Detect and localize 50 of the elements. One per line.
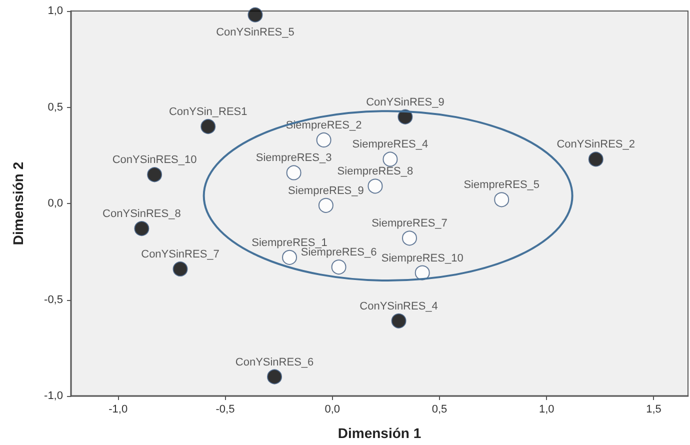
point: [382, 152, 398, 167]
annotation: SiempreRES_5: [464, 179, 540, 192]
x-tick-label: 0,0: [324, 404, 340, 416]
y-axis-title: Dimensión 2: [10, 162, 26, 246]
annotation: ConYSinRES_5: [216, 26, 294, 38]
point: [200, 119, 216, 134]
point: [391, 313, 406, 328]
annotation: SiempreRES_4: [352, 138, 428, 151]
point: [331, 260, 346, 275]
annotation: ConYSinRES_2: [556, 138, 636, 151]
annotation: SiempreRES_10: [381, 252, 464, 264]
point: [414, 265, 430, 280]
x-tick-label: 0,5: [432, 404, 448, 416]
point: [147, 167, 162, 182]
point: [282, 250, 298, 265]
annotation: SiempreRES_8: [337, 166, 414, 178]
point: [494, 192, 510, 208]
point: [267, 369, 282, 384]
annotation: ConYSinRES_4: [360, 300, 438, 312]
annotation: SiempreRES_6: [300, 246, 377, 259]
annotation: SiempreRES_3: [256, 152, 332, 164]
x-tick-label: -1,0: [108, 404, 128, 416]
annotation: ConYSinRES_10: [112, 154, 197, 166]
point: [402, 230, 417, 246]
y-tick-label: 1,0: [48, 5, 63, 17]
y-tick-label: 0,5: [48, 101, 63, 114]
annotation: ConYSin_RES1: [168, 106, 248, 118]
point: [286, 165, 302, 180]
x-tick-label: -0,5: [216, 404, 235, 416]
point: [248, 7, 263, 22]
annotation: ConYSinRES_8: [102, 208, 181, 220]
annotation: SiempreRES_2: [286, 119, 362, 132]
point: [316, 132, 332, 148]
annotation: ConYSinRES_9: [366, 96, 444, 108]
point: [368, 178, 383, 194]
point: [172, 261, 188, 276]
y-tick-label: 0,0: [48, 198, 63, 210]
x-tick-label: 1,5: [646, 404, 662, 416]
annotation: ConYSinRES_6: [235, 356, 314, 368]
annotation: ConYSinRES_7: [141, 248, 220, 260]
annotation: SiempreRES_7: [372, 218, 448, 230]
annotation: SiempreRES_9: [288, 184, 364, 197]
y-tick-label: -1,0: [44, 390, 63, 402]
annotation: SiempreRES_1: [252, 236, 328, 249]
x-tick-label: 1,0: [538, 404, 554, 416]
point: [134, 221, 150, 236]
x-axis-title: Dimensión 1: [338, 425, 422, 441]
point: [318, 198, 334, 213]
y-tick-label: -0,5: [44, 294, 63, 306]
point: [588, 152, 604, 167]
